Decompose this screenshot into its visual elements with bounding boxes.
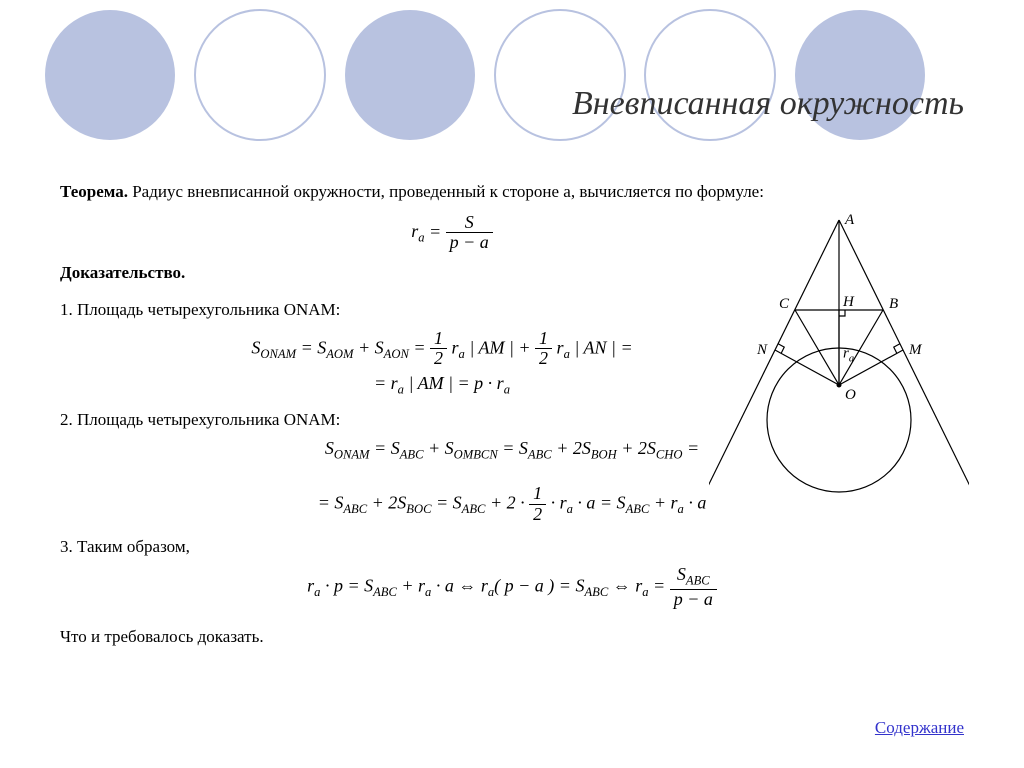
- theorem-text: Радиус вневписанной окружности, проведен…: [128, 182, 764, 201]
- svg-text:A: A: [844, 212, 855, 228]
- theorem-line: Теорема. Радиус вневписанной окружности,…: [60, 180, 964, 205]
- equals: =: [429, 221, 446, 241]
- toc-link[interactable]: Содержание: [875, 718, 964, 738]
- svg-text:N: N: [756, 342, 768, 358]
- theorem-label: Теорема.: [60, 182, 128, 201]
- svg-text:ra: ra: [843, 346, 854, 365]
- svg-text:C: C: [779, 296, 790, 312]
- svg-text:M: M: [908, 342, 923, 358]
- svg-text:H: H: [842, 294, 855, 310]
- qed-line: Что и требовалось доказать.: [60, 625, 964, 650]
- excircle-diagram: A C B H N M Ora: [709, 210, 969, 500]
- step3-formula: ra · p = SABC + ra · a ⇔ ra( p − a ) = S…: [60, 565, 964, 609]
- svg-text:B: B: [889, 296, 898, 312]
- ra-symbol: ra: [411, 221, 424, 241]
- svg-text:O: O: [845, 387, 856, 403]
- page-title: Вневписанная окружность: [572, 85, 964, 123]
- fraction-main: S p − a: [446, 213, 493, 254]
- step3-heading: 3. Таким образом,: [60, 535, 964, 560]
- slide-root: Вневписанная окружность A C B H N M Ora Теорем…: [0, 0, 1024, 768]
